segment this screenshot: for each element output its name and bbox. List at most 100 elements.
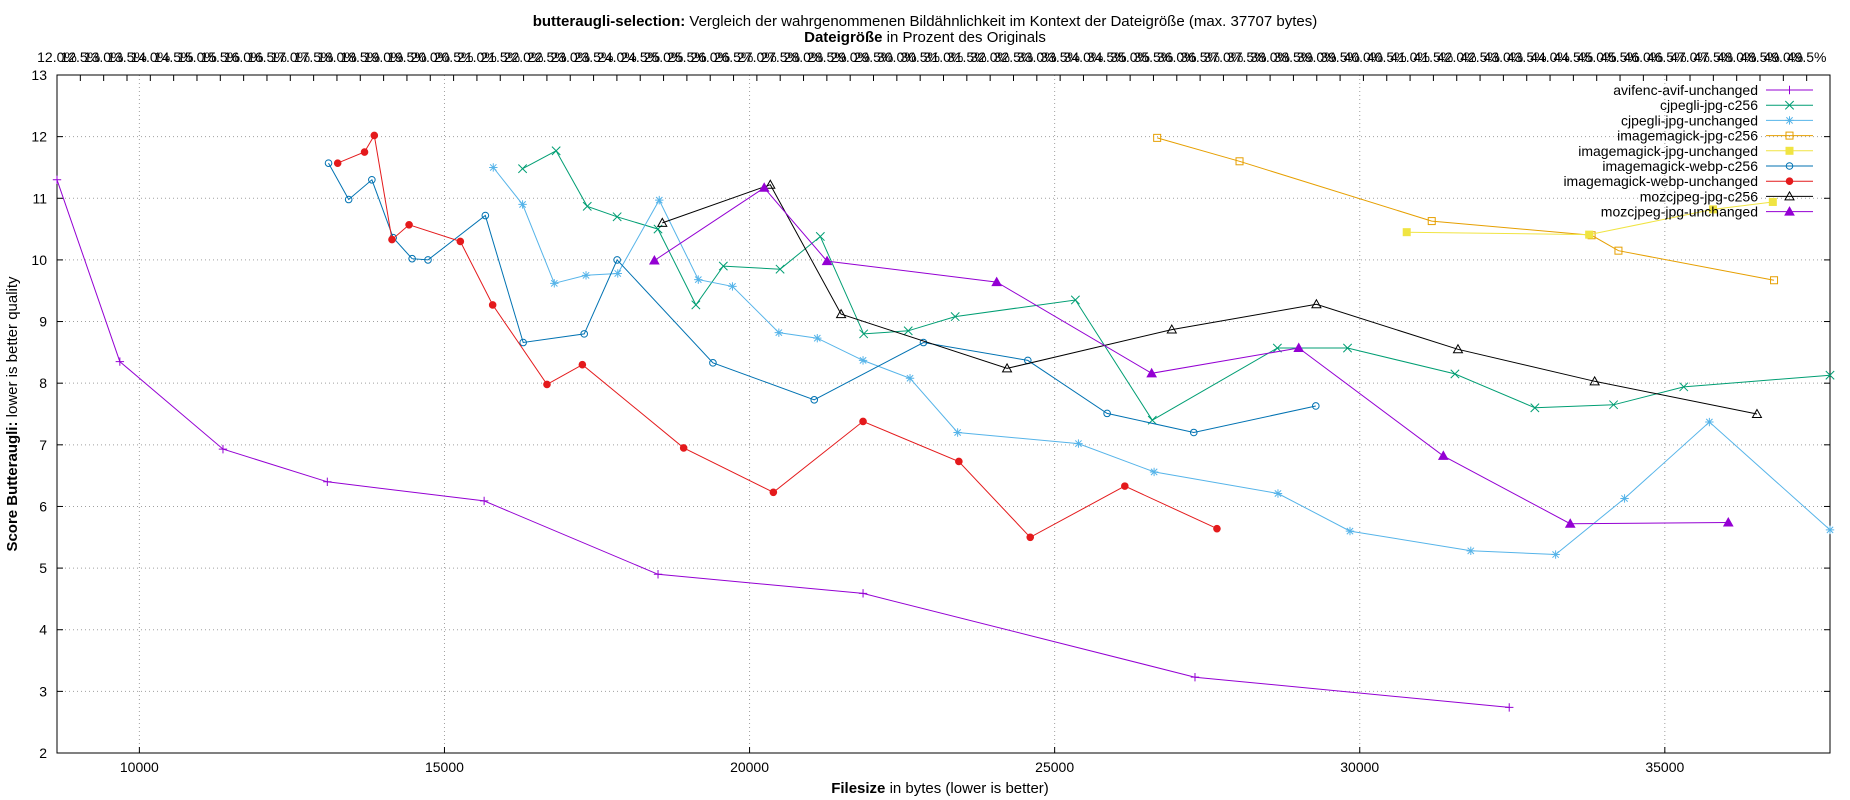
point [1026,533,1035,542]
point [950,312,960,322]
point [115,357,125,366]
point [323,477,332,486]
legend-item: mozcjpeg-jpg-c256 [1640,188,1813,204]
point [903,326,913,336]
point [1768,197,1777,206]
top-tick-label: 26.5% [714,49,754,65]
top-tick-label: 20.5% [434,49,474,65]
top-tick-label: 32.5% [994,49,1034,65]
x-tick-label: 10000 [120,759,159,775]
chart-subtitle: Dateigröße in Prozent des Originals [804,29,1046,46]
top-tick-label: 25.5% [667,49,707,65]
series-line [56,179,1510,708]
point [1614,246,1623,255]
point [991,276,1003,287]
top-tick-label: 46.5% [1647,49,1687,65]
point [1751,408,1763,418]
point [1784,206,1795,216]
top-tick-label: 40.5% [1367,49,1407,65]
x-tick-label: 15000 [425,759,464,775]
top-tick-label: 47.5% [1694,49,1734,65]
top-tick-label: 17.5% [294,49,334,65]
y-tick-label: 6 [39,498,47,514]
point [1505,703,1514,712]
point [1589,375,1601,386]
legend-item: imagemagick-jpg-unchanged [1578,143,1813,159]
top-tick-label: 13.0% [84,49,124,65]
point [1213,524,1221,533]
top-tick-label: 41.5% [1414,49,1454,65]
top-tick-label: 29.0% [830,49,870,65]
top-tick-label: 17.0% [270,49,310,65]
point [775,264,785,274]
point [612,212,622,222]
point [582,201,592,211]
top-tick-label: 18.0% [317,49,357,65]
point [655,195,664,205]
y-tick-label: 9 [39,314,47,330]
point [551,146,561,156]
point [1146,367,1158,378]
series-group [52,131,1835,712]
top-tick-label: 29.5% [854,49,894,65]
point [1312,402,1320,410]
point [859,417,867,426]
point [649,255,660,265]
y-tick-label: 10 [31,252,47,268]
point [1785,177,1794,185]
point [1609,400,1619,410]
point [758,182,770,192]
point [518,164,528,174]
top-tick-label: 21.5% [480,49,520,65]
top-tick-label: 32.0% [970,49,1010,65]
top-tick-label: 19.5% [387,49,427,65]
top-tick-label: 13.5% [107,49,147,65]
point [550,279,559,288]
top-tick-label: 37.0% [1204,49,1244,65]
point [1679,382,1689,392]
top-tick-label: 37.5% [1227,49,1267,65]
point [479,496,489,506]
top-tick-label: 35.5% [1134,49,1174,65]
y-tick-label: 5 [39,560,47,576]
legend-label: cjpegli-jpg-c256 [1660,97,1758,113]
point [1074,439,1083,448]
point [1825,370,1835,380]
point [1153,133,1162,142]
legend-label: cjpegli-jpg-unchanged [1621,112,1758,128]
point [519,338,527,347]
point [813,333,822,343]
top-tick-label: 36.5% [1180,49,1220,65]
point [1149,467,1159,477]
point [728,282,737,291]
point [543,380,551,389]
top-tick-label: 31.0% [924,49,964,65]
y-tick-label: 4 [39,622,47,638]
point [1785,131,1794,140]
chart-title: butteraugli-selection: Vergleich der wah… [533,13,1318,30]
top-tick-label: 19.0% [364,49,404,65]
legend-item: cjpegli-jpg-unchanged [1621,112,1813,128]
point [1705,417,1714,427]
legend-label: imagemagick-webp-c256 [1602,158,1758,174]
top-axis-ticks: 12.0%12.5%13.0%13.5%14.0%14.5%15.0%15.5%… [37,49,1827,81]
point [653,570,663,579]
top-tick-label: 33.5% [1040,49,1080,65]
legend-item: imagemagick-webp-unchanged [1563,173,1813,189]
legend-item: mozcjpeg-jpg-unchanged [1601,204,1813,220]
x-tick-label: 25000 [1035,759,1074,775]
point [581,271,591,280]
top-tick-label: 15.0% [177,49,217,65]
series-cjpegli-jpg-unchanged [489,163,1835,559]
series-imagemagick-jpg-c256 [1153,133,1779,285]
point [456,237,465,246]
top-tick-label: 26.0% [690,49,730,65]
y-tick-label: 3 [39,683,47,699]
point [709,359,717,367]
top-tick-label: 30.0% [877,49,917,65]
top-tick-label: 24.0% [597,49,637,65]
top-tick-label: 35.0% [1110,49,1150,65]
point [1189,428,1198,437]
top-tick-label: 45.5% [1600,49,1640,65]
top-tick-label: 21.0% [457,49,497,65]
